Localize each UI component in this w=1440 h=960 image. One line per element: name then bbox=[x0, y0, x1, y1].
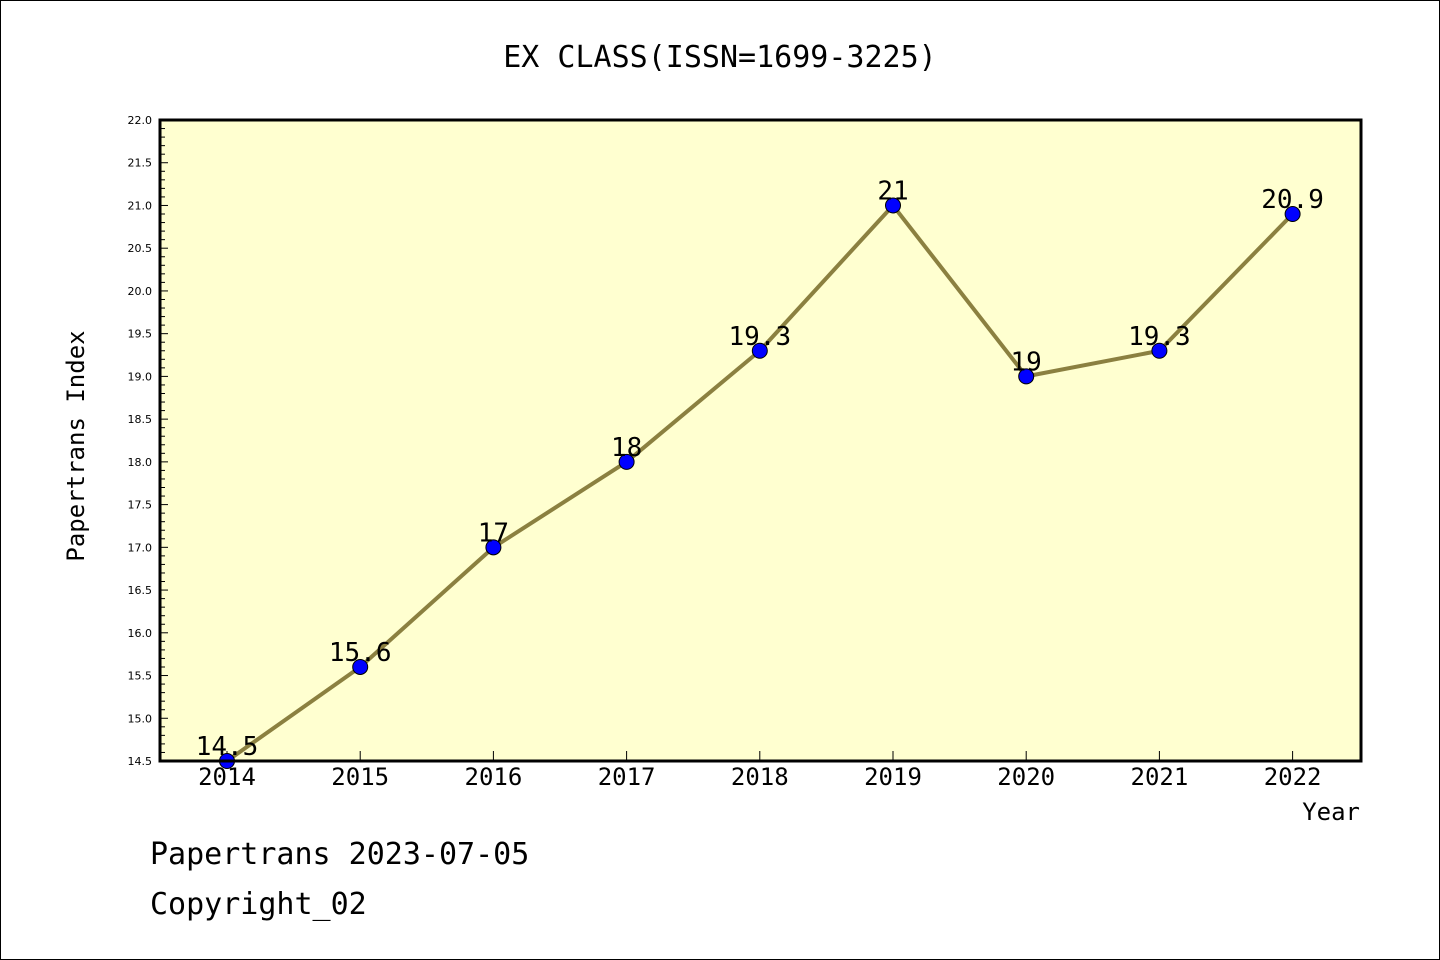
y-tick-label: 17.0 bbox=[128, 541, 153, 554]
data-point bbox=[352, 658, 369, 675]
x-tick-label: 2018 bbox=[731, 763, 789, 791]
y-tick-label: 20.5 bbox=[128, 242, 153, 255]
data-point bbox=[1018, 368, 1035, 385]
y-tick-label: 21.0 bbox=[128, 199, 153, 212]
data-point bbox=[618, 453, 635, 470]
plot-area bbox=[160, 120, 1361, 761]
x-tick-label: 2016 bbox=[465, 763, 523, 791]
data-label: 19 bbox=[1011, 347, 1042, 377]
y-tick-label: 15.0 bbox=[128, 712, 153, 725]
y-tick-label: 15.5 bbox=[128, 670, 153, 683]
x-axis-ticks: 2014 2015 2016 2017 2018 2019 2020 2021 2022 bbox=[198, 751, 1321, 791]
data-point bbox=[1151, 342, 1168, 359]
y-axis-ticks: 14.5 15.0 15.5 16.0 16.5 17.0 17.5 18.0 18.5 19.0… bbox=[128, 114, 168, 768]
y-tick-label: 16.5 bbox=[128, 584, 153, 597]
x-tick-label: 2021 bbox=[1131, 763, 1189, 791]
x-axis-label: Year bbox=[1302, 798, 1360, 826]
y-axis-label: Papertrans Index bbox=[62, 330, 90, 561]
x-tick-label: 2022 bbox=[1264, 763, 1322, 791]
data-label: 17 bbox=[478, 518, 509, 548]
y-tick-label: 19.5 bbox=[128, 328, 153, 341]
data-label: 19.3 bbox=[728, 322, 791, 352]
data-labels-group: 14.5 15.6 17 18 19.3 21 19 19.3 20.9 bbox=[196, 176, 1324, 762]
footer-date: Papertrans 2023-07-05 bbox=[150, 837, 529, 872]
data-label: 20.9 bbox=[1261, 185, 1324, 215]
chart-title: EX CLASS(ISSN=1699-3225) bbox=[503, 40, 936, 75]
data-point bbox=[885, 197, 901, 214]
data-label: 21 bbox=[877, 176, 908, 206]
data-label: 18 bbox=[611, 433, 642, 463]
data-label: 19.3 bbox=[1128, 322, 1191, 352]
y-tick-label: 21.5 bbox=[128, 157, 153, 170]
data-point bbox=[751, 342, 768, 359]
y-tick-label: 17.5 bbox=[128, 499, 153, 512]
y-tick-label: 19.0 bbox=[128, 370, 153, 383]
y-tick-label: 14.5 bbox=[128, 755, 153, 768]
plot-border bbox=[158, 118, 1363, 763]
x-tick-label: 2020 bbox=[997, 763, 1055, 791]
y-tick-label: 18.5 bbox=[128, 413, 153, 426]
data-label: 14.5 bbox=[196, 732, 259, 762]
data-point bbox=[1284, 206, 1301, 223]
y-tick-label: 18.0 bbox=[128, 456, 153, 469]
data-point bbox=[485, 539, 502, 556]
x-tick-label: 2015 bbox=[331, 763, 389, 791]
y-tick-label: 16.0 bbox=[128, 627, 153, 640]
data-label: 15.6 bbox=[329, 638, 392, 668]
y-tick-label: 20.0 bbox=[128, 285, 153, 298]
x-tick-label: 2019 bbox=[864, 763, 922, 791]
y-tick-label: 22.0 bbox=[128, 114, 153, 127]
x-tick-label: 2017 bbox=[598, 763, 656, 791]
footer-copyright: Copyright_02 bbox=[150, 887, 367, 922]
